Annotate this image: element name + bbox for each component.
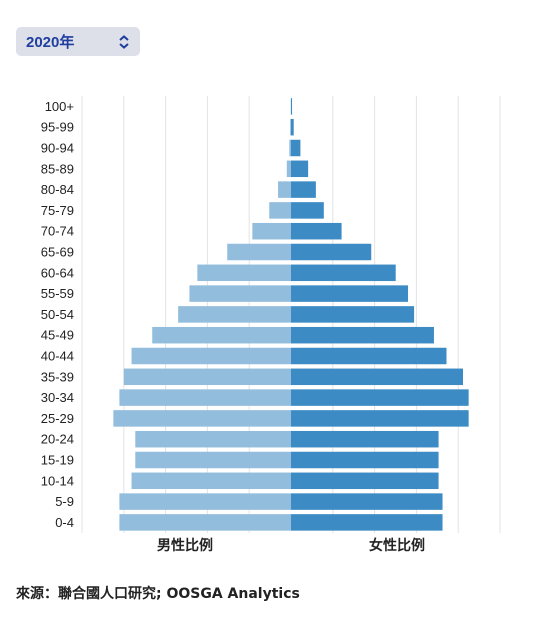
female-bar[interactable] <box>291 368 464 386</box>
y-tick-label: 95-99 <box>41 120 74 135</box>
y-tick-label: 70-74 <box>41 224 74 239</box>
y-tick-label: 0-4 <box>55 515 74 530</box>
female-bar[interactable] <box>291 139 301 157</box>
female-bar[interactable] <box>291 202 324 219</box>
female-bar[interactable] <box>291 347 447 365</box>
y-tick-labels: 100+ 95-99 90-94 85-89 80-84 75-79 70-74 65-69 6… <box>41 99 74 530</box>
year-select-value: 2020年 <box>26 34 75 51</box>
source-note: 來源：聯合國人口研究; OOSGA Analytics <box>16 586 300 602</box>
y-tick-label: 55-59 <box>41 286 74 301</box>
female-bar[interactable] <box>291 430 439 448</box>
bars <box>113 98 469 531</box>
female-bar[interactable] <box>291 98 293 115</box>
female-bar[interactable] <box>291 118 294 136</box>
female-bar[interactable] <box>291 472 439 490</box>
female-bar[interactable] <box>291 243 372 261</box>
female-bar[interactable] <box>291 389 469 406</box>
y-tick-label: 100+ <box>45 99 74 114</box>
male-bar[interactable] <box>135 451 291 469</box>
y-tick-label: 50-54 <box>41 307 74 322</box>
y-tick-label: 40-44 <box>41 349 74 364</box>
male-bar[interactable] <box>189 285 291 302</box>
y-tick-label: 5-9 <box>55 494 74 509</box>
male-bar[interactable] <box>119 493 291 510</box>
female-bar[interactable] <box>291 493 443 510</box>
male-bar[interactable] <box>178 306 291 323</box>
male-bar[interactable] <box>286 160 291 178</box>
y-tick-label: 10-14 <box>41 473 74 488</box>
female-bar[interactable] <box>291 451 439 469</box>
y-tick-label: 75-79 <box>41 203 74 218</box>
female-bar[interactable] <box>291 285 409 302</box>
y-tick-label: 15-19 <box>41 453 74 468</box>
male-bar[interactable] <box>290 118 291 136</box>
male-bar[interactable] <box>227 243 291 261</box>
male-bar[interactable] <box>131 472 291 490</box>
male-bar[interactable] <box>131 347 291 365</box>
y-tick-label: 80-84 <box>41 182 74 197</box>
female-bar[interactable] <box>291 160 309 178</box>
y-tick-label: 90-94 <box>41 141 74 156</box>
y-tick-label: 45-49 <box>41 328 74 343</box>
male-bar[interactable] <box>252 222 291 240</box>
y-tick-label: 65-69 <box>41 245 74 260</box>
male-bar[interactable] <box>152 326 291 344</box>
male-bar[interactable] <box>119 389 291 406</box>
male-bar[interactable] <box>119 514 291 531</box>
male-bar[interactable] <box>197 264 291 282</box>
female-bar[interactable] <box>291 410 469 427</box>
female-bar[interactable] <box>291 514 443 531</box>
male-bar[interactable] <box>135 430 291 448</box>
male-bar[interactable] <box>289 139 291 157</box>
female-bar[interactable] <box>291 264 396 282</box>
y-tick-label: 30-34 <box>41 390 74 405</box>
y-tick-label: 35-39 <box>41 369 74 384</box>
female-bar[interactable] <box>291 181 316 198</box>
year-select[interactable]: 2020年 <box>16 27 140 56</box>
population-pyramid-chart: 100+ 95-99 90-94 85-89 80-84 75-79 70-74 65-69 6… <box>41 96 501 553</box>
y-tick-label: 25-29 <box>41 411 74 426</box>
female-bar[interactable] <box>291 326 434 344</box>
male-bar[interactable] <box>123 368 291 386</box>
male-bar[interactable] <box>113 410 291 427</box>
male-bar[interactable] <box>278 181 291 198</box>
y-tick-label: 60-64 <box>41 265 74 280</box>
female-bar[interactable] <box>291 222 342 240</box>
female-axis-title: 女性比例 <box>369 537 425 553</box>
male-bar[interactable] <box>269 202 291 219</box>
y-tick-label: 85-89 <box>41 161 74 176</box>
y-tick-label: 20-24 <box>41 432 74 447</box>
female-bar[interactable] <box>291 306 415 323</box>
updown-chevron-icon <box>118 34 130 49</box>
male-axis-title: 男性比例 <box>157 537 213 553</box>
